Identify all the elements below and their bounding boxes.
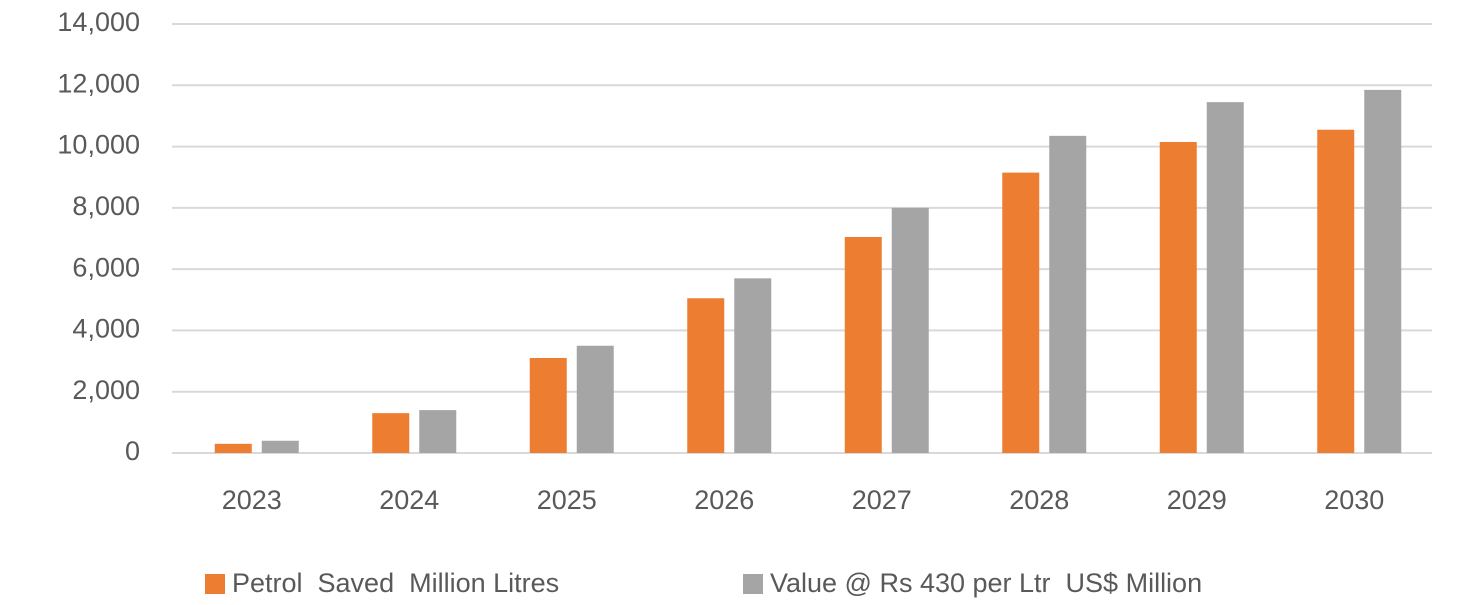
bar [1364,89,1402,453]
bar [734,278,772,453]
y-tick-label: 12,000 [57,68,140,98]
x-tick-label: 2026 [694,485,754,515]
bar [844,236,882,453]
bar [1049,135,1087,453]
bar [1159,141,1197,453]
bar [419,410,457,453]
y-tick-label: 6,000 [72,252,140,282]
x-tick-label: 2023 [222,485,282,515]
y-tick-label: 2,000 [72,375,140,405]
bar [529,358,567,453]
x-tick-label: 2025 [537,485,597,515]
x-tick-label: 2027 [852,485,912,515]
legend-swatch [743,574,763,594]
y-tick-label: 4,000 [72,314,140,344]
y-tick-label: 10,000 [57,130,140,160]
y-tick-label: 14,000 [57,7,140,37]
x-tick-label: 2028 [1009,485,1069,515]
bar [576,345,614,453]
x-tick-label: 2029 [1167,485,1227,515]
legend-label: Value @ Rs 430 per Ltr US$ Million [770,568,1202,598]
bar [687,298,725,453]
y-tick-label: 8,000 [72,191,140,221]
bar [214,443,252,453]
x-tick-label: 2024 [379,485,439,515]
bar [891,207,929,453]
bar [1002,172,1040,453]
bar [261,440,299,453]
bar [372,413,410,453]
bar [1317,129,1355,454]
legend-swatch [205,574,225,594]
legend-label: Petrol Saved Million Litres [232,568,559,598]
y-tick-label: 0 [125,436,140,466]
x-tick-label: 2030 [1324,485,1384,515]
bar [1206,102,1244,453]
